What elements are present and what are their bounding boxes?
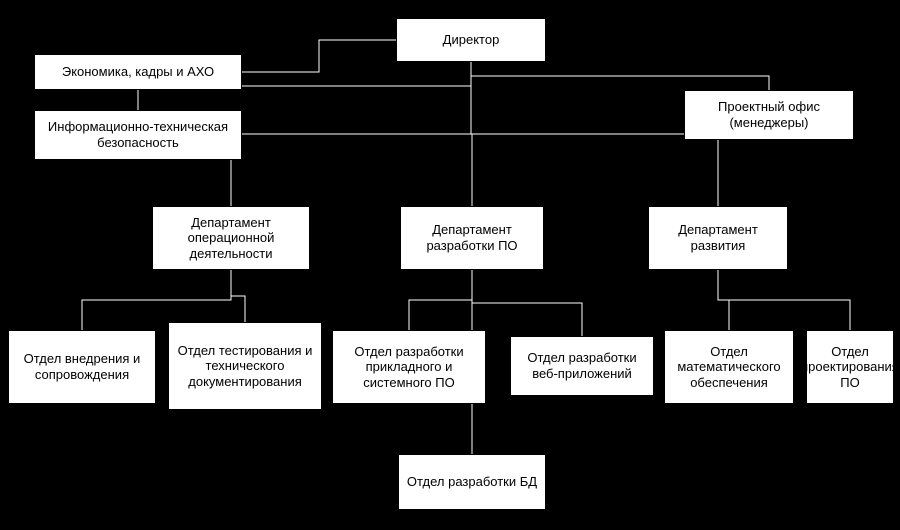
edge-director-dept_ops: [231, 62, 471, 206]
edge-dept_grow-u_math: [718, 270, 729, 330]
edge-dept_grow-u_projpo: [718, 270, 850, 330]
org-node-u_projpo: Отдел проектирования ПО: [806, 330, 894, 404]
edge-dept_dev-u_web: [472, 270, 582, 336]
edge-dept_ops-u_test: [231, 270, 245, 322]
org-node-director: Директор: [396, 18, 546, 62]
org-node-dept_dev: Департамент разработки ПО: [400, 206, 544, 270]
edge-director-pmo: [471, 62, 769, 90]
org-node-dept_ops: Департамент операционной деятельности: [152, 206, 310, 270]
org-node-u_test: Отдел тестирования и технического докуме…: [168, 322, 322, 410]
org-node-pmo: Проектный офис (менеджеры): [684, 90, 854, 140]
org-node-u_db: Отдел разработки БД: [398, 454, 546, 510]
edge-director-dept_dev: [471, 62, 472, 206]
org-node-u_web: Отдел разработки веб-приложений: [510, 336, 654, 396]
org-chart-canvas: Директор Экономика, кадры и АХО Информацио…: [0, 0, 900, 530]
org-node-infosec: Информационно-техническая безопасность: [34, 110, 242, 160]
org-node-u_math: Отдел математического обеспечения: [664, 330, 794, 404]
org-node-u_appsys: Отдел разработки прикладного и системног…: [332, 330, 486, 404]
org-node-u_impl: Отдел внедрения и сопровождения: [8, 330, 156, 404]
edge-dept_dev-u_appsys: [409, 270, 472, 330]
edge-director-econ: [242, 40, 396, 72]
edge-director-dept_grow: [471, 62, 718, 206]
org-node-econ: Экономика, кадры и АХО: [34, 54, 242, 90]
org-node-dept_grow: Департамент развития: [648, 206, 788, 270]
edge-dept_ops-u_impl: [82, 270, 231, 330]
